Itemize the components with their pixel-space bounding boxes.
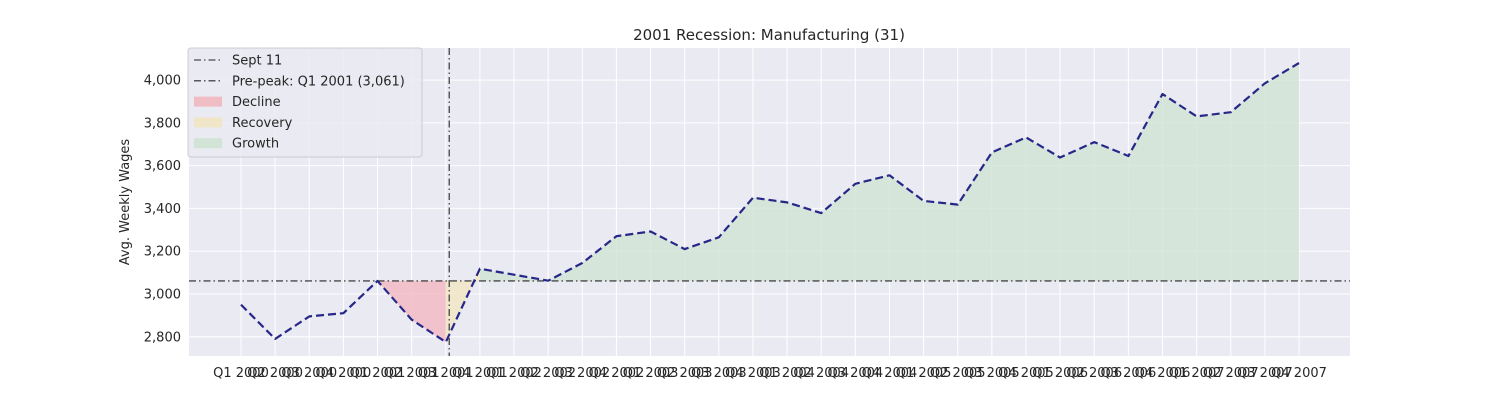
y-tick-label: 3,000: [144, 287, 181, 302]
legend-frame: [187, 47, 423, 158]
x-tick-label: Q2 2002: [520, 366, 576, 381]
data-point: [479, 267, 482, 270]
x-tick-label: Q3 2001: [418, 366, 474, 381]
x-tick-label: Q3 2003: [691, 366, 747, 381]
y-tick-label: 2,800: [144, 330, 181, 345]
data-point: [683, 248, 686, 251]
x-tick-label: Q3 2000: [281, 366, 337, 381]
legend: Sept 11 Pre-peak: Q1 2001 (3,061) Decline R…: [187, 47, 423, 158]
series-line-group: [240, 62, 1301, 344]
y-tick-label: 3,400: [144, 202, 181, 217]
data-point: [888, 174, 891, 177]
data-point: [1298, 62, 1301, 65]
x-tick-label: Q1 2005: [896, 366, 952, 381]
x-tick-label: Q1 2001: [350, 366, 406, 381]
data-point: [649, 230, 652, 233]
data-point: [1025, 136, 1028, 139]
data-point: [1093, 141, 1096, 144]
data-point: [410, 318, 413, 321]
data-point: [820, 212, 823, 215]
data-point: [752, 196, 755, 199]
x-tick-label: Q4 2006: [1135, 366, 1191, 381]
y-tick-label: 3,200: [144, 245, 181, 260]
x-tick-label: Q3 2002: [554, 366, 610, 381]
x-tick-label: Q1 2000: [213, 366, 269, 381]
legend-label-sept-11: Sept 11: [232, 54, 282, 69]
data-point: [376, 280, 379, 283]
x-tick-label: Q1 2004: [759, 366, 815, 381]
x-tick-label: Q4 2007: [1271, 366, 1327, 381]
x-tick-label: Q2 2000: [247, 366, 303, 381]
x-tick-label: Q3 2006: [1101, 366, 1157, 381]
data-point: [786, 201, 789, 204]
data-point: [308, 315, 311, 318]
y-tick-labels: 2,800 3,000 3,200 3,400 3,600 3,800 4,000: [144, 74, 181, 346]
data-point: [444, 341, 447, 344]
data-point: [1127, 155, 1130, 158]
legend-label-decline: Decline: [232, 95, 281, 110]
x-tick-label: Q1 2007: [1169, 366, 1225, 381]
x-tick-label: Q4 2005: [998, 366, 1054, 381]
legend-label-pre-peak: Pre-peak: Q1 2001 (3,061): [232, 74, 405, 89]
x-tick-label: Q2 2006: [1066, 366, 1122, 381]
x-tick-label: Q4 2002: [589, 366, 645, 381]
data-point: [342, 312, 345, 315]
data-point: [274, 337, 277, 340]
x-tick-label: Q3 2004: [827, 366, 883, 381]
shaded-region-growth: [479, 63, 1299, 281]
x-tick-label: Q3 2007: [1237, 366, 1293, 381]
data-point: [1195, 115, 1198, 118]
x-tick-label: Q2 2007: [1203, 366, 1259, 381]
y-tick-label: 3,800: [144, 116, 181, 131]
data-point: [1229, 111, 1232, 114]
x-tick-label: Q4 2004: [862, 366, 918, 381]
y-tick-label: 3,600: [144, 159, 181, 174]
series-line: [240, 62, 1300, 344]
legend-swatch-growth: [194, 138, 222, 149]
x-tick-label: Q2 2005: [930, 366, 986, 381]
data-point: [581, 262, 584, 265]
data-point: [990, 151, 993, 154]
data-point: [1161, 93, 1164, 96]
data-point: [717, 236, 720, 239]
x-tick-label: Q4 2000: [316, 366, 372, 381]
legend-label-growth: Growth: [232, 137, 279, 152]
data-point: [854, 182, 857, 185]
data-point: [956, 203, 959, 206]
x-tick-label: Q1 2003: [623, 366, 679, 381]
data-point: [615, 235, 618, 238]
legend-label-recovery: Recovery: [232, 116, 293, 131]
data-point: [240, 303, 243, 306]
data-point: [1059, 156, 1062, 159]
x-tick-label: Q4 2001: [452, 366, 508, 381]
chart-title: 2001 Recession: Manufacturing (31): [633, 26, 905, 44]
y-tick-label: 4,000: [144, 74, 181, 89]
x-tick-label: Q2 2001: [384, 366, 440, 381]
reference-lines: [189, 48, 1350, 356]
shaded-region-decline: [377, 280, 446, 343]
x-tick-label: Q2 2004: [793, 366, 849, 381]
legend-swatch-decline: [194, 96, 222, 107]
x-tick-label: Q4 2003: [725, 366, 781, 381]
x-tick-label: Q1 2002: [486, 366, 542, 381]
x-tick-label: Q2 2003: [657, 366, 713, 381]
data-point: [1264, 82, 1267, 85]
x-tick-label: Q1 2006: [1032, 366, 1088, 381]
data-point: [547, 279, 550, 282]
data-point: [513, 273, 516, 276]
y-axis-label: Avg. Weekly Wages: [118, 139, 133, 266]
data-point: [922, 200, 925, 203]
x-tick-label: Q3 2005: [964, 366, 1020, 381]
legend-swatch-recovery: [194, 117, 222, 128]
